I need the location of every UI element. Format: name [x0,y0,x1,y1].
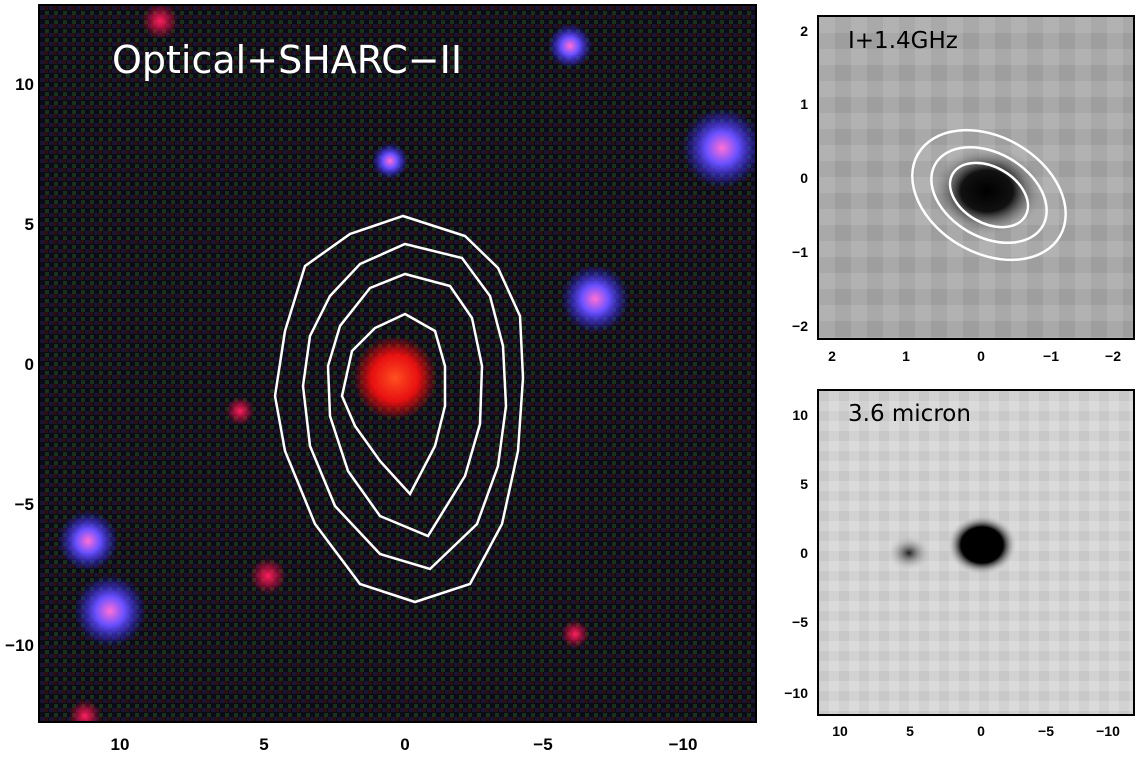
magenta-source-1 [142,6,178,39]
main-y-tick: 10 [15,75,34,94]
main-x-tick: 5 [259,735,269,754]
blue-source-3 [372,143,408,179]
blue-source-6 [74,575,146,647]
radio-x-tick: 1 [902,348,910,364]
radio-y-tick: −1 [792,244,808,260]
main-image-frame [38,4,757,723]
magenta-source-5 [69,700,101,721]
main-y-tick: 5 [24,215,34,234]
radio-y-tick: 2 [800,23,808,39]
main-x-tick: 0 [400,735,410,754]
ir-secondary-source [887,535,931,571]
ir-y-tick: 5 [800,476,808,492]
ir-y-tick: 0 [800,545,808,561]
radio-image-frame [817,15,1135,340]
blue-source-5 [58,511,118,571]
main-y-tick: 0 [24,355,34,374]
main-x-tick: 10 [110,735,130,754]
radio-x-tick: −1 [1043,348,1059,364]
radio-y-tick: 0 [800,170,808,186]
main-y-tick: −10 [5,636,34,655]
radio-contours [911,128,1067,262]
main-y-tick: −5 [14,495,34,514]
magenta-source-2 [250,558,286,594]
radio-title: I+1.4GHz [848,28,958,54]
radio-source [929,145,1045,237]
radio-image [819,17,1133,338]
blue-source-4 [548,24,592,68]
main-title: Optical+SHARC−II [112,38,463,82]
ir-x-tick: 10 [832,723,848,739]
ir-y-tick: −10 [784,685,808,701]
main-x-tick: −5 [533,735,553,754]
ir-x-tick: 5 [906,723,914,739]
ir-x-tick: −5 [1038,723,1054,739]
radio-x-tick: −2 [1105,348,1121,364]
ir-x-tick: 0 [977,723,985,739]
main-x-tick: −10 [668,735,698,754]
ir-y-tick: −5 [792,614,808,630]
ir-main-source [947,515,1017,575]
main-image [40,6,755,721]
blue-source-1 [561,265,629,333]
magenta-source-4 [561,620,589,648]
magenta-source-3 [226,397,254,425]
radio-y-tick: 1 [800,96,808,112]
ir-y-tick: 10 [792,407,808,423]
ir-title: 3.6 micron [848,401,971,427]
ir-image-frame [817,389,1135,716]
ir-image [819,391,1133,714]
ir-x-tick: −10 [1096,723,1120,739]
radio-y-tick: −2 [792,318,808,334]
sharc-contours [273,214,525,604]
blue-source-2 [682,108,755,188]
radio-x-tick: 2 [828,348,836,364]
central-red-source [353,336,437,420]
radio-x-tick: 0 [977,348,985,364]
